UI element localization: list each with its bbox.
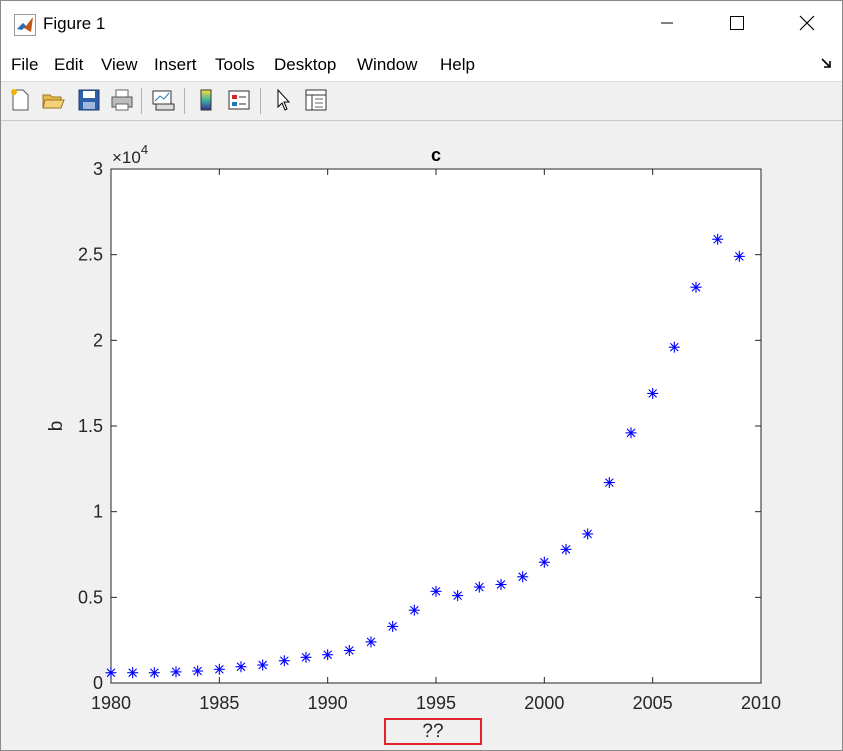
data-point xyxy=(712,233,724,245)
print-icon[interactable] xyxy=(109,87,135,113)
data-point xyxy=(192,665,204,677)
menu-view[interactable]: View xyxy=(101,55,138,74)
x-tick-label: 2000 xyxy=(524,693,564,713)
menu-edit[interactable]: Edit xyxy=(54,55,84,74)
data-point xyxy=(278,655,290,667)
data-point xyxy=(668,341,680,353)
data-point xyxy=(127,667,139,679)
data-point xyxy=(408,604,420,616)
data-point xyxy=(235,661,247,673)
save-icon[interactable] xyxy=(76,87,102,113)
edit-plot-arrow-icon[interactable] xyxy=(270,87,296,113)
data-point xyxy=(257,659,269,671)
data-point xyxy=(517,571,529,583)
maximize-button[interactable] xyxy=(702,1,772,49)
y-tick-label: 1 xyxy=(93,502,103,522)
x-tick-label: 1990 xyxy=(308,693,348,713)
x-axis-label-text: ?? xyxy=(422,720,444,742)
axes-background xyxy=(110,168,762,684)
y-tick-label: 2 xyxy=(93,330,103,350)
data-point xyxy=(538,556,550,568)
data-point xyxy=(213,663,225,675)
window-title: Figure 1 xyxy=(43,14,106,33)
y-axis-label: b xyxy=(46,421,67,432)
x-tick-label: 1980 xyxy=(91,693,131,713)
data-point xyxy=(170,666,182,678)
minimize-icon xyxy=(659,15,675,36)
figure-toolbar xyxy=(1,82,842,121)
data-point xyxy=(452,590,464,602)
menu-file[interactable]: File xyxy=(11,55,39,74)
close-icon xyxy=(799,15,815,36)
y-tick-label: 0.5 xyxy=(78,587,103,607)
menu-insert[interactable]: Insert xyxy=(154,55,197,74)
y-tick-label: 3 xyxy=(93,159,103,179)
data-series xyxy=(105,233,745,679)
data-point xyxy=(495,578,507,590)
menu-tools[interactable]: Tools xyxy=(215,55,255,74)
matlab-logo-icon xyxy=(14,14,36,36)
chart-title: c xyxy=(431,145,441,165)
data-point xyxy=(690,281,702,293)
data-point xyxy=(322,649,334,661)
data-point xyxy=(105,667,117,679)
data-point xyxy=(582,528,594,540)
data-point xyxy=(343,644,355,656)
x-tick-label: 1995 xyxy=(416,693,456,713)
menu-window[interactable]: Window xyxy=(357,55,418,74)
data-point xyxy=(560,543,572,555)
data-point xyxy=(603,477,615,489)
toolbar-separator xyxy=(260,88,261,114)
y-tick-label: 1.5 xyxy=(78,416,103,436)
data-point xyxy=(148,667,160,679)
insert-legend-icon[interactable] xyxy=(226,87,252,113)
x-tick-label: 2010 xyxy=(741,693,781,713)
data-point xyxy=(365,636,377,648)
data-point xyxy=(473,581,485,593)
data-point xyxy=(647,387,659,399)
x-axis: 1980 1985 1990 1995 2000 2005 2010 xyxy=(91,169,781,713)
insert-colorbar-icon[interactable] xyxy=(193,87,219,113)
open-file-icon[interactable] xyxy=(40,87,66,113)
toolbar-separator xyxy=(184,88,185,114)
data-point xyxy=(300,651,312,663)
y-exponent-label: ×104 xyxy=(112,142,148,167)
new-figure-icon[interactable] xyxy=(7,87,33,113)
minimize-button[interactable] xyxy=(632,1,702,49)
dock-arrow-icon[interactable] xyxy=(820,57,834,71)
toolbar-separator xyxy=(141,88,142,114)
data-point xyxy=(430,585,442,597)
close-button[interactable] xyxy=(772,1,842,49)
data-point xyxy=(733,250,745,262)
data-point xyxy=(387,620,399,632)
y-tick-label: 2.5 xyxy=(78,245,103,265)
x-tick-label: 2005 xyxy=(633,693,673,713)
menu-help[interactable]: Help xyxy=(440,55,475,74)
x-axis-label: ?? xyxy=(384,718,482,745)
menu-desktop[interactable]: Desktop xyxy=(274,55,337,74)
x-tick-label: 1985 xyxy=(199,693,239,713)
link-plot-icon[interactable] xyxy=(150,87,176,113)
menu-bar: File Edit View Insert Tools Desktop Wind… xyxy=(1,49,842,82)
title-bar[interactable]: Figure 1 xyxy=(1,1,842,49)
maximize-icon xyxy=(729,15,745,36)
y-axis: 0 0.5 1 1.5 2 2.5 3 xyxy=(78,159,761,693)
y-tick-label: 0 xyxy=(93,673,103,693)
property-inspector-icon[interactable] xyxy=(303,87,329,113)
data-point xyxy=(625,427,637,439)
